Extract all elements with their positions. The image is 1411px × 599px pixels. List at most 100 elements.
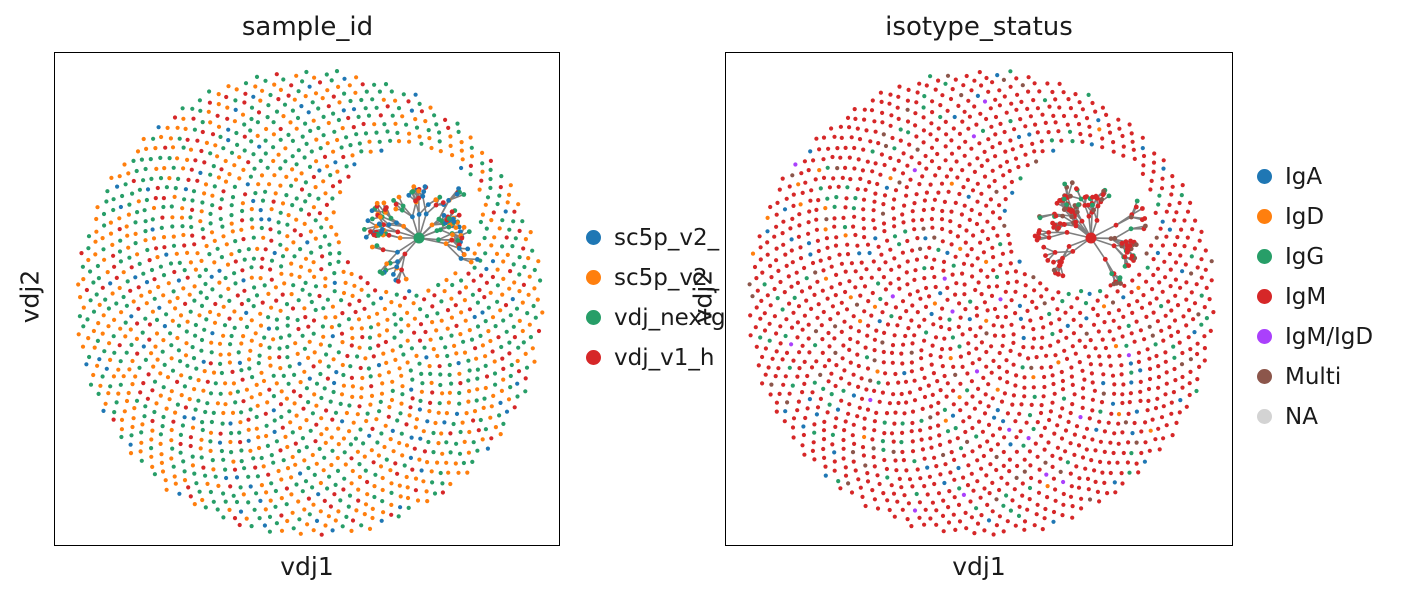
scatter-point — [488, 185, 493, 190]
scatter-point — [1056, 129, 1061, 134]
scatter-point — [1087, 497, 1093, 502]
scatter-point — [872, 226, 877, 231]
scatter-point — [211, 410, 216, 415]
scatter-point — [883, 371, 888, 376]
scatter-point — [1060, 513, 1065, 518]
scatter-point — [989, 447, 994, 452]
scatter-point — [1100, 105, 1105, 110]
scatter-point — [249, 105, 255, 110]
scatter-point — [511, 219, 516, 224]
scatter-point — [468, 163, 473, 168]
scatter-point — [342, 76, 347, 81]
scatter-point — [774, 224, 779, 229]
scatter-point — [841, 456, 846, 461]
scatter-point — [232, 309, 237, 314]
scatter-point — [229, 450, 234, 455]
scatter-point — [834, 272, 839, 277]
scatter-point — [321, 114, 326, 119]
scatter-point — [974, 305, 979, 311]
scatter-point — [950, 309, 955, 314]
scatter-point — [1153, 437, 1158, 442]
scatter-point — [117, 227, 122, 232]
tree-node — [450, 232, 455, 238]
scatter-point — [328, 504, 333, 509]
scatter-point — [160, 215, 165, 220]
scatter-point — [325, 486, 330, 491]
scatter-point — [129, 265, 134, 270]
scatter-point — [126, 245, 131, 250]
scatter-point — [856, 157, 861, 162]
scatter-point — [372, 494, 377, 500]
scatter-point — [281, 114, 286, 119]
scatter-point — [277, 346, 282, 351]
scatter-point — [290, 203, 295, 208]
scatter-point — [885, 498, 890, 503]
scatter-point — [924, 285, 929, 291]
scatter-point — [380, 475, 385, 481]
scatter-point — [830, 432, 835, 437]
scatter-point — [164, 312, 169, 317]
scatter-point — [272, 82, 277, 87]
scatter-point — [414, 353, 419, 358]
scatter-point — [852, 441, 857, 446]
scatter-point — [167, 397, 172, 402]
scatter-point — [902, 203, 907, 208]
scatter-point — [108, 384, 113, 389]
scatter-point — [257, 353, 262, 358]
scatter-point — [965, 388, 970, 393]
scatter-point — [1147, 356, 1152, 361]
scatter-point — [356, 317, 362, 322]
tree-node — [1122, 254, 1128, 260]
scatter-point — [1029, 402, 1034, 407]
scatter-point — [323, 284, 328, 289]
scatter-point — [355, 354, 360, 359]
scatter-point — [1102, 449, 1107, 454]
scatter-point — [511, 324, 516, 329]
scatter-point — [943, 158, 948, 163]
scatter-point — [870, 98, 875, 103]
scatter-point — [1185, 235, 1190, 240]
scatter-point — [913, 268, 918, 273]
scatter-point — [392, 335, 397, 340]
scatter-point — [975, 93, 980, 98]
scatter-point — [992, 306, 998, 312]
scatter-point — [880, 340, 885, 345]
scatter-point — [1022, 519, 1028, 524]
scatter-point — [1159, 186, 1165, 191]
scatter-point — [532, 359, 537, 364]
scatter-point — [169, 204, 174, 209]
scatter-point — [990, 396, 995, 401]
scatter-point — [193, 322, 198, 328]
scatter-point — [1111, 318, 1116, 323]
scatter-point — [1106, 420, 1111, 425]
scatter-point — [168, 261, 174, 266]
scatter-point — [171, 289, 176, 294]
tree-node — [1095, 196, 1100, 201]
scatter-point — [304, 69, 309, 75]
scatter-point — [1180, 385, 1185, 390]
tree-node — [468, 259, 474, 265]
scatter-point — [876, 281, 881, 286]
scatter-point — [296, 298, 301, 303]
scatter-point — [302, 155, 307, 160]
tree-node — [379, 229, 384, 235]
scatter-point — [504, 329, 509, 334]
scatter-point — [161, 414, 166, 420]
scatter-point — [303, 180, 308, 185]
scatter-point — [211, 370, 217, 375]
scatter-point — [438, 372, 443, 377]
scatter-point — [189, 224, 194, 230]
scatter-point — [302, 369, 307, 374]
scatter-point — [1147, 301, 1153, 306]
scatter-point — [515, 394, 520, 399]
scatter-point — [198, 446, 203, 451]
scatter-point — [368, 149, 373, 154]
scatter-point — [515, 381, 520, 386]
scatter-point — [1023, 283, 1028, 288]
scatter-point — [289, 261, 294, 266]
scatter-point — [835, 146, 840, 151]
scatter-point — [385, 129, 390, 134]
scatter-point — [774, 258, 779, 263]
scatter-point — [884, 301, 889, 306]
legend-label: vdj_v1_h — [614, 345, 715, 371]
